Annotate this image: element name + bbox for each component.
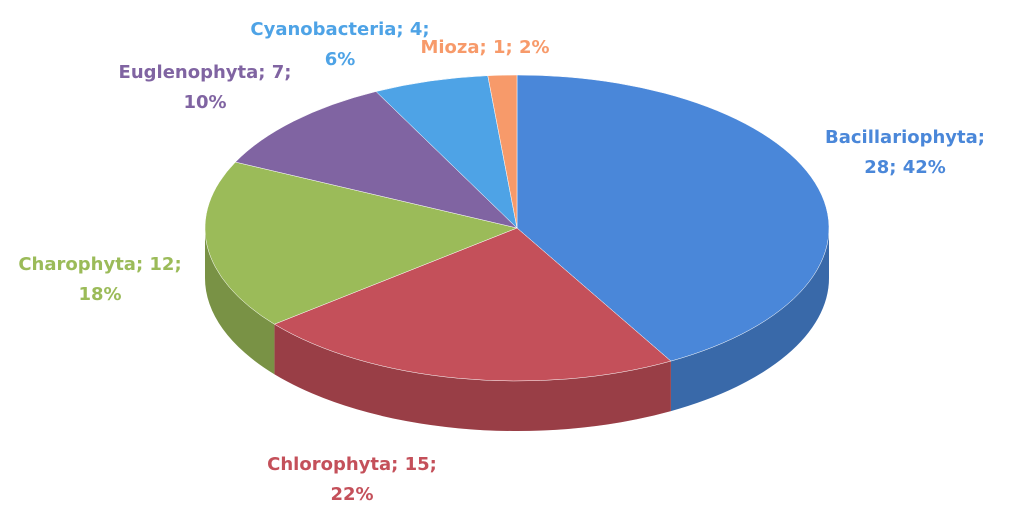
slice-side-shade <box>670 228 829 412</box>
data-label: 22% <box>330 484 373 505</box>
slice-side <box>205 228 275 375</box>
data-label: 18% <box>78 284 121 305</box>
data-label: Mioza; 1; 2% <box>420 37 549 58</box>
data-label: Bacillariophyta; <box>825 127 985 148</box>
data-label: 6% <box>325 49 356 70</box>
data-label: Chlorophyta; 15; <box>267 454 437 475</box>
data-label: Cyanobacteria; 4; <box>250 19 429 40</box>
data-label: 28; 42% <box>864 157 946 178</box>
slice <box>487 74 518 229</box>
slice <box>234 91 518 229</box>
slice <box>204 161 518 325</box>
slice-side <box>274 324 671 431</box>
slice-side-shade <box>274 324 671 431</box>
data-label: Euglenophyta; 7; <box>119 62 292 83</box>
slice <box>516 74 830 362</box>
slice-side-shade <box>205 228 275 375</box>
data-label: Charophyta; 12; <box>18 254 181 275</box>
data-label: 10% <box>183 92 226 113</box>
slice-side <box>670 228 829 412</box>
slice <box>273 227 672 382</box>
